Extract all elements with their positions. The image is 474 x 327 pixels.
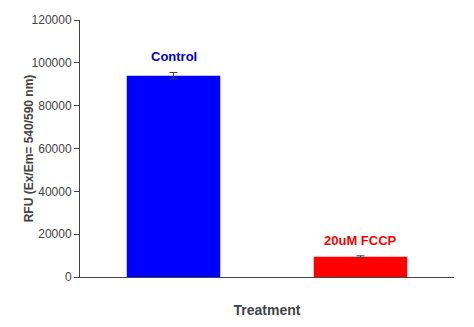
svg-text:80000: 80000 <box>38 99 72 113</box>
svg-text:0: 0 <box>65 270 72 284</box>
svg-text:120000: 120000 <box>32 13 72 27</box>
svg-text:RFU (Ex/Em= 540/590 nm): RFU (Ex/Em= 540/590 nm) <box>22 75 36 223</box>
svg-text:Control: Control <box>151 49 197 64</box>
svg-text:20uM FCCP: 20uM FCCP <box>324 233 397 248</box>
svg-text:40000: 40000 <box>38 185 72 199</box>
svg-text:Treatment: Treatment <box>234 302 301 318</box>
svg-text:60000: 60000 <box>38 142 72 156</box>
svg-text:20000: 20000 <box>38 227 72 241</box>
svg-text:100000: 100000 <box>32 56 72 70</box>
